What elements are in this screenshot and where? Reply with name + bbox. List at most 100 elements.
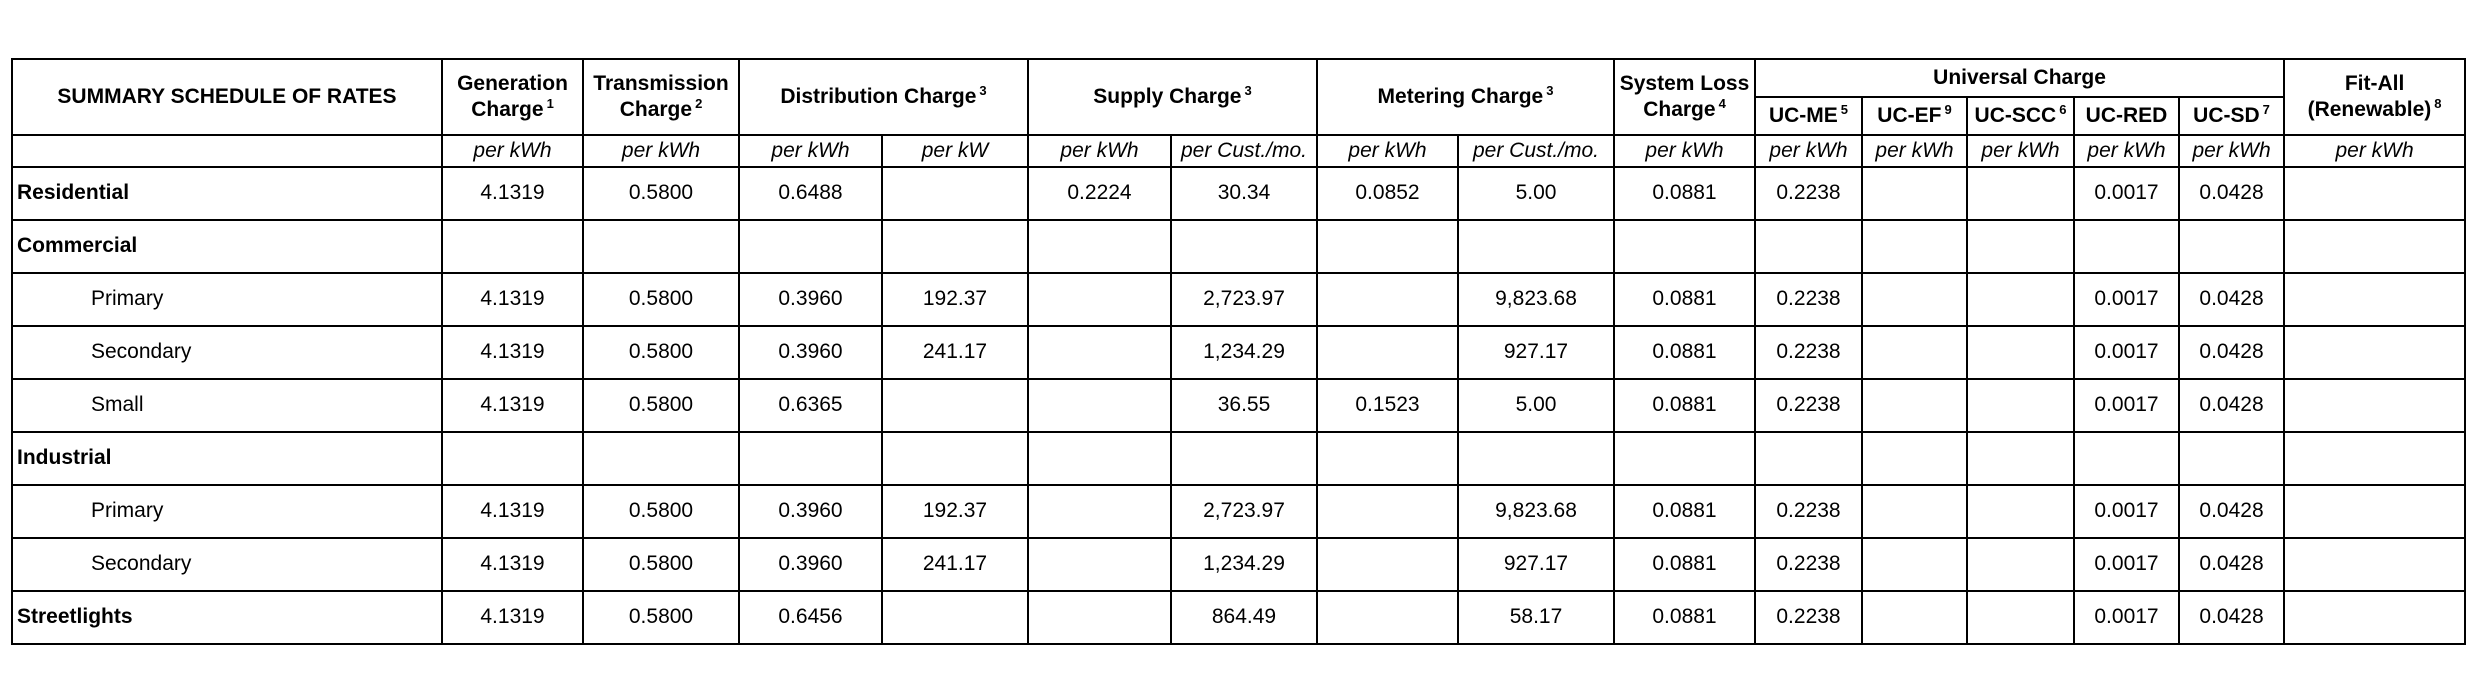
rate-cell — [1966, 590, 2075, 645]
rate-cell: 0.0017 — [2073, 166, 2180, 221]
header-uc-sd: UC-SD 7 — [2177, 96, 2286, 136]
row-label: Secondary — [11, 537, 443, 592]
rate-cell: 9,823.68 — [1457, 484, 1615, 539]
header-generation-charge: Generation Charge 1 — [441, 58, 584, 136]
rate-cell — [2283, 272, 2467, 327]
rate-cell: 0.5800 — [582, 484, 740, 539]
rate-cell — [738, 431, 883, 486]
rate-cell — [1027, 325, 1172, 380]
row-label: Small — [11, 378, 443, 433]
unit-cell: per kWh — [1613, 134, 1756, 168]
rate-cell: 0.2238 — [1754, 590, 1863, 645]
row-label: Primary — [11, 272, 443, 327]
rate-cell — [1457, 219, 1615, 274]
rate-cell: 0.0428 — [2177, 378, 2286, 433]
rate-cell: 192.37 — [881, 272, 1029, 327]
rate-cell: 0.5800 — [582, 378, 740, 433]
rate-cell: 4.1319 — [441, 166, 584, 221]
header-fit-all: Fit-All (Renewable) 8 — [2283, 58, 2467, 136]
row-label: Commercial — [11, 219, 443, 274]
rate-cell — [1966, 431, 2075, 486]
rate-cell: 0.0881 — [1613, 590, 1756, 645]
rate-cell — [1966, 219, 2075, 274]
table-row: Small 4.1319 0.5800 0.6365 36.55 0.1523 5.00 0.… — [11, 378, 2467, 433]
rate-cell — [441, 431, 584, 486]
rate-cell — [2283, 484, 2467, 539]
table-row: Commercial — [11, 219, 2467, 274]
rate-cell: 0.5800 — [582, 325, 740, 380]
rate-cell: 0.0017 — [2073, 537, 2180, 592]
rate-cell — [1966, 272, 2075, 327]
rate-cell: 0.5800 — [582, 590, 740, 645]
rate-cell: 0.1523 — [1316, 378, 1459, 433]
unit-cell: per kWh — [2177, 134, 2286, 168]
unit-cell: per kWh — [441, 134, 584, 168]
rate-cell: 0.0881 — [1613, 166, 1756, 221]
row-label: Industrial — [11, 431, 443, 486]
rate-cell: 2,723.97 — [1170, 272, 1318, 327]
rate-cell — [1316, 484, 1459, 539]
rate-cell — [881, 431, 1029, 486]
rate-cell: 0.0881 — [1613, 378, 1756, 433]
rate-cell — [1316, 590, 1459, 645]
rate-cell — [2073, 219, 2180, 274]
rate-cell — [1861, 537, 1968, 592]
rate-cell: 0.2238 — [1754, 272, 1863, 327]
row-label: Secondary — [11, 325, 443, 380]
rate-cell: 0.5800 — [582, 537, 740, 592]
rate-cell — [881, 378, 1029, 433]
rate-cell — [1861, 166, 1968, 221]
rate-cell — [1861, 431, 1968, 486]
rate-cell: 0.2224 — [1027, 166, 1172, 221]
rate-cell — [1170, 431, 1318, 486]
table-row: Residential 4.1319 0.5800 0.6488 0.2224 30.34… — [11, 166, 2467, 221]
rate-cell: 0.3960 — [738, 537, 883, 592]
rate-cell: 0.0881 — [1613, 325, 1756, 380]
rate-cell — [1754, 431, 1863, 486]
unit-cell: per kWh — [2073, 134, 2180, 168]
rate-cell — [2177, 219, 2286, 274]
header-supply-charge: Supply Charge 3 — [1027, 58, 1318, 136]
unit-cell: per kWh — [1966, 134, 2075, 168]
rate-cell — [1027, 272, 1172, 327]
rate-cell — [1966, 484, 2075, 539]
rate-cell: 0.2238 — [1754, 484, 1863, 539]
rate-cell — [2073, 431, 2180, 486]
rate-cell: 0.0428 — [2177, 325, 2286, 380]
rate-cell: 0.0017 — [2073, 378, 2180, 433]
table-row: Primary 4.1319 0.5800 0.3960 192.37 2,723.97 9… — [11, 484, 2467, 539]
rate-cell: 864.49 — [1170, 590, 1318, 645]
rate-cell: 0.0017 — [2073, 325, 2180, 380]
rate-cell: 4.1319 — [441, 378, 584, 433]
rate-cell: 0.3960 — [738, 272, 883, 327]
rate-cell: 927.17 — [1457, 325, 1615, 380]
rate-cell: 5.00 — [1457, 166, 1615, 221]
rate-cell: 0.0428 — [2177, 166, 2286, 221]
table-row: Primary 4.1319 0.5800 0.3960 192.37 2,723.97 9… — [11, 272, 2467, 327]
rate-cell: 0.0428 — [2177, 272, 2286, 327]
rate-cell — [1027, 378, 1172, 433]
rate-cell — [2283, 325, 2467, 380]
rate-cell — [1861, 378, 1968, 433]
rate-cell: 4.1319 — [441, 272, 584, 327]
rate-cell: 0.0428 — [2177, 484, 2286, 539]
unit-cell: per kWh — [2283, 134, 2467, 168]
rate-cell: 2,723.97 — [1170, 484, 1318, 539]
rate-cell: 0.0017 — [2073, 484, 2180, 539]
rate-cell — [2283, 378, 2467, 433]
rate-cell: 0.0881 — [1613, 537, 1756, 592]
rate-cell: 192.37 — [881, 484, 1029, 539]
rate-cell: 0.0428 — [2177, 537, 2286, 592]
rate-cell: 927.17 — [1457, 537, 1615, 592]
rate-cell: 0.6488 — [738, 166, 883, 221]
rate-cell — [1027, 431, 1172, 486]
rate-cell — [738, 219, 883, 274]
rate-cell — [1966, 537, 2075, 592]
rate-cell: 0.2238 — [1754, 166, 1863, 221]
header-universal-charge: Universal Charge — [1753, 58, 2286, 98]
unit-cell: per kWh — [1027, 134, 1172, 168]
rate-cell: 9,823.68 — [1457, 272, 1615, 327]
rate-cell — [441, 219, 584, 274]
rate-cell: 4.1319 — [441, 325, 584, 380]
rate-cell: 0.2238 — [1754, 325, 1863, 380]
